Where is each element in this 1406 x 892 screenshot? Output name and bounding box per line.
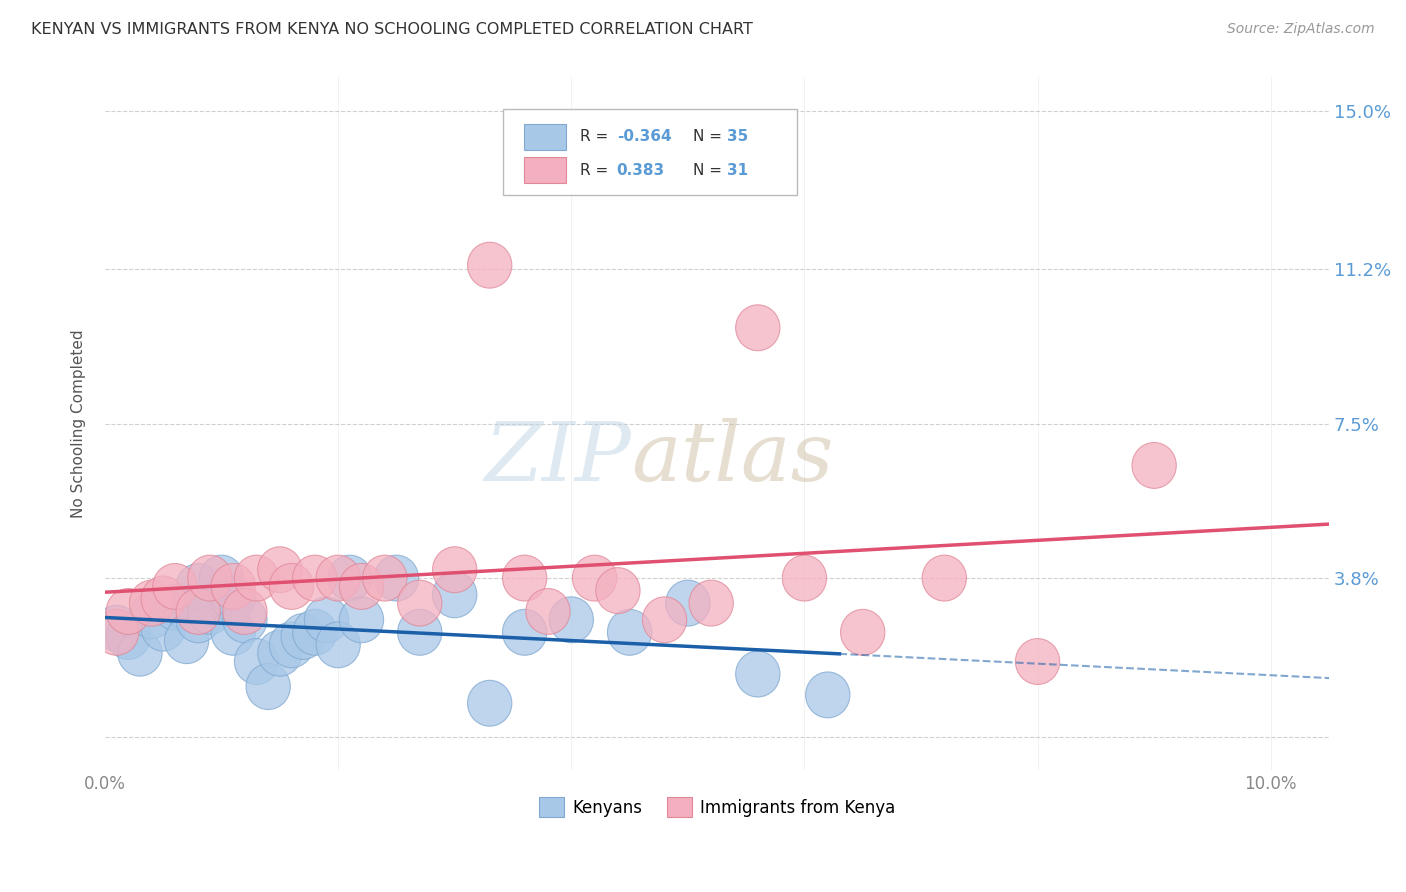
Text: ZIP: ZIP — [485, 418, 631, 499]
Ellipse shape — [328, 555, 373, 601]
Ellipse shape — [129, 580, 174, 626]
Ellipse shape — [235, 555, 278, 601]
Ellipse shape — [129, 592, 174, 639]
Ellipse shape — [339, 597, 384, 643]
Ellipse shape — [153, 584, 197, 631]
FancyBboxPatch shape — [523, 124, 567, 150]
Text: -0.364: -0.364 — [617, 129, 671, 145]
Ellipse shape — [526, 589, 569, 634]
Ellipse shape — [339, 564, 384, 609]
Ellipse shape — [281, 614, 325, 659]
Ellipse shape — [270, 564, 314, 609]
Ellipse shape — [398, 609, 441, 656]
Ellipse shape — [246, 664, 291, 709]
Ellipse shape — [433, 547, 477, 592]
Ellipse shape — [374, 555, 419, 601]
Ellipse shape — [165, 618, 208, 664]
Ellipse shape — [222, 589, 267, 634]
Text: R =: R = — [579, 162, 617, 178]
Y-axis label: No Schooling Completed: No Schooling Completed — [72, 329, 86, 518]
Ellipse shape — [176, 564, 221, 609]
Ellipse shape — [188, 555, 232, 601]
Ellipse shape — [468, 681, 512, 726]
Ellipse shape — [141, 605, 186, 651]
Ellipse shape — [806, 672, 849, 718]
Text: atlas: atlas — [631, 418, 834, 499]
Text: N =: N = — [693, 129, 727, 145]
Ellipse shape — [643, 597, 686, 643]
Text: 35: 35 — [727, 129, 748, 145]
Ellipse shape — [153, 564, 197, 609]
Ellipse shape — [94, 605, 139, 651]
Ellipse shape — [922, 555, 966, 601]
Text: 0.383: 0.383 — [617, 162, 665, 178]
Ellipse shape — [304, 597, 349, 643]
Ellipse shape — [200, 555, 243, 601]
Ellipse shape — [257, 631, 302, 676]
Text: R =: R = — [579, 129, 613, 145]
Ellipse shape — [211, 564, 256, 609]
Ellipse shape — [398, 580, 441, 626]
Ellipse shape — [502, 555, 547, 601]
Ellipse shape — [550, 597, 593, 643]
FancyBboxPatch shape — [523, 157, 567, 184]
Ellipse shape — [211, 576, 256, 622]
Ellipse shape — [118, 631, 162, 676]
Legend: Kenyans, Immigrants from Kenya: Kenyans, Immigrants from Kenya — [531, 790, 903, 824]
Ellipse shape — [211, 609, 256, 656]
Ellipse shape — [292, 555, 337, 601]
Text: 31: 31 — [727, 162, 748, 178]
Ellipse shape — [316, 622, 360, 668]
Ellipse shape — [689, 580, 734, 626]
Ellipse shape — [94, 609, 139, 656]
FancyBboxPatch shape — [503, 109, 797, 195]
Ellipse shape — [607, 609, 652, 656]
Ellipse shape — [841, 609, 884, 656]
Ellipse shape — [782, 555, 827, 601]
Ellipse shape — [188, 589, 232, 634]
Ellipse shape — [363, 555, 406, 601]
Ellipse shape — [735, 305, 780, 351]
Ellipse shape — [235, 639, 278, 684]
Ellipse shape — [107, 589, 150, 634]
Ellipse shape — [433, 572, 477, 618]
Text: Source: ZipAtlas.com: Source: ZipAtlas.com — [1227, 22, 1375, 37]
Ellipse shape — [468, 243, 512, 288]
Ellipse shape — [270, 622, 314, 668]
Ellipse shape — [1132, 442, 1177, 489]
Ellipse shape — [165, 584, 208, 631]
Ellipse shape — [222, 597, 267, 643]
Ellipse shape — [596, 567, 640, 614]
Ellipse shape — [292, 609, 337, 656]
Ellipse shape — [1015, 639, 1060, 684]
Ellipse shape — [107, 614, 150, 659]
Ellipse shape — [141, 576, 186, 622]
Ellipse shape — [176, 589, 221, 634]
Ellipse shape — [316, 555, 360, 601]
Ellipse shape — [502, 609, 547, 656]
Ellipse shape — [735, 651, 780, 697]
Ellipse shape — [665, 580, 710, 626]
Text: KENYAN VS IMMIGRANTS FROM KENYA NO SCHOOLING COMPLETED CORRELATION CHART: KENYAN VS IMMIGRANTS FROM KENYA NO SCHOO… — [31, 22, 752, 37]
Text: N =: N = — [693, 162, 727, 178]
Ellipse shape — [176, 597, 221, 643]
Ellipse shape — [572, 555, 617, 601]
Ellipse shape — [257, 547, 302, 592]
